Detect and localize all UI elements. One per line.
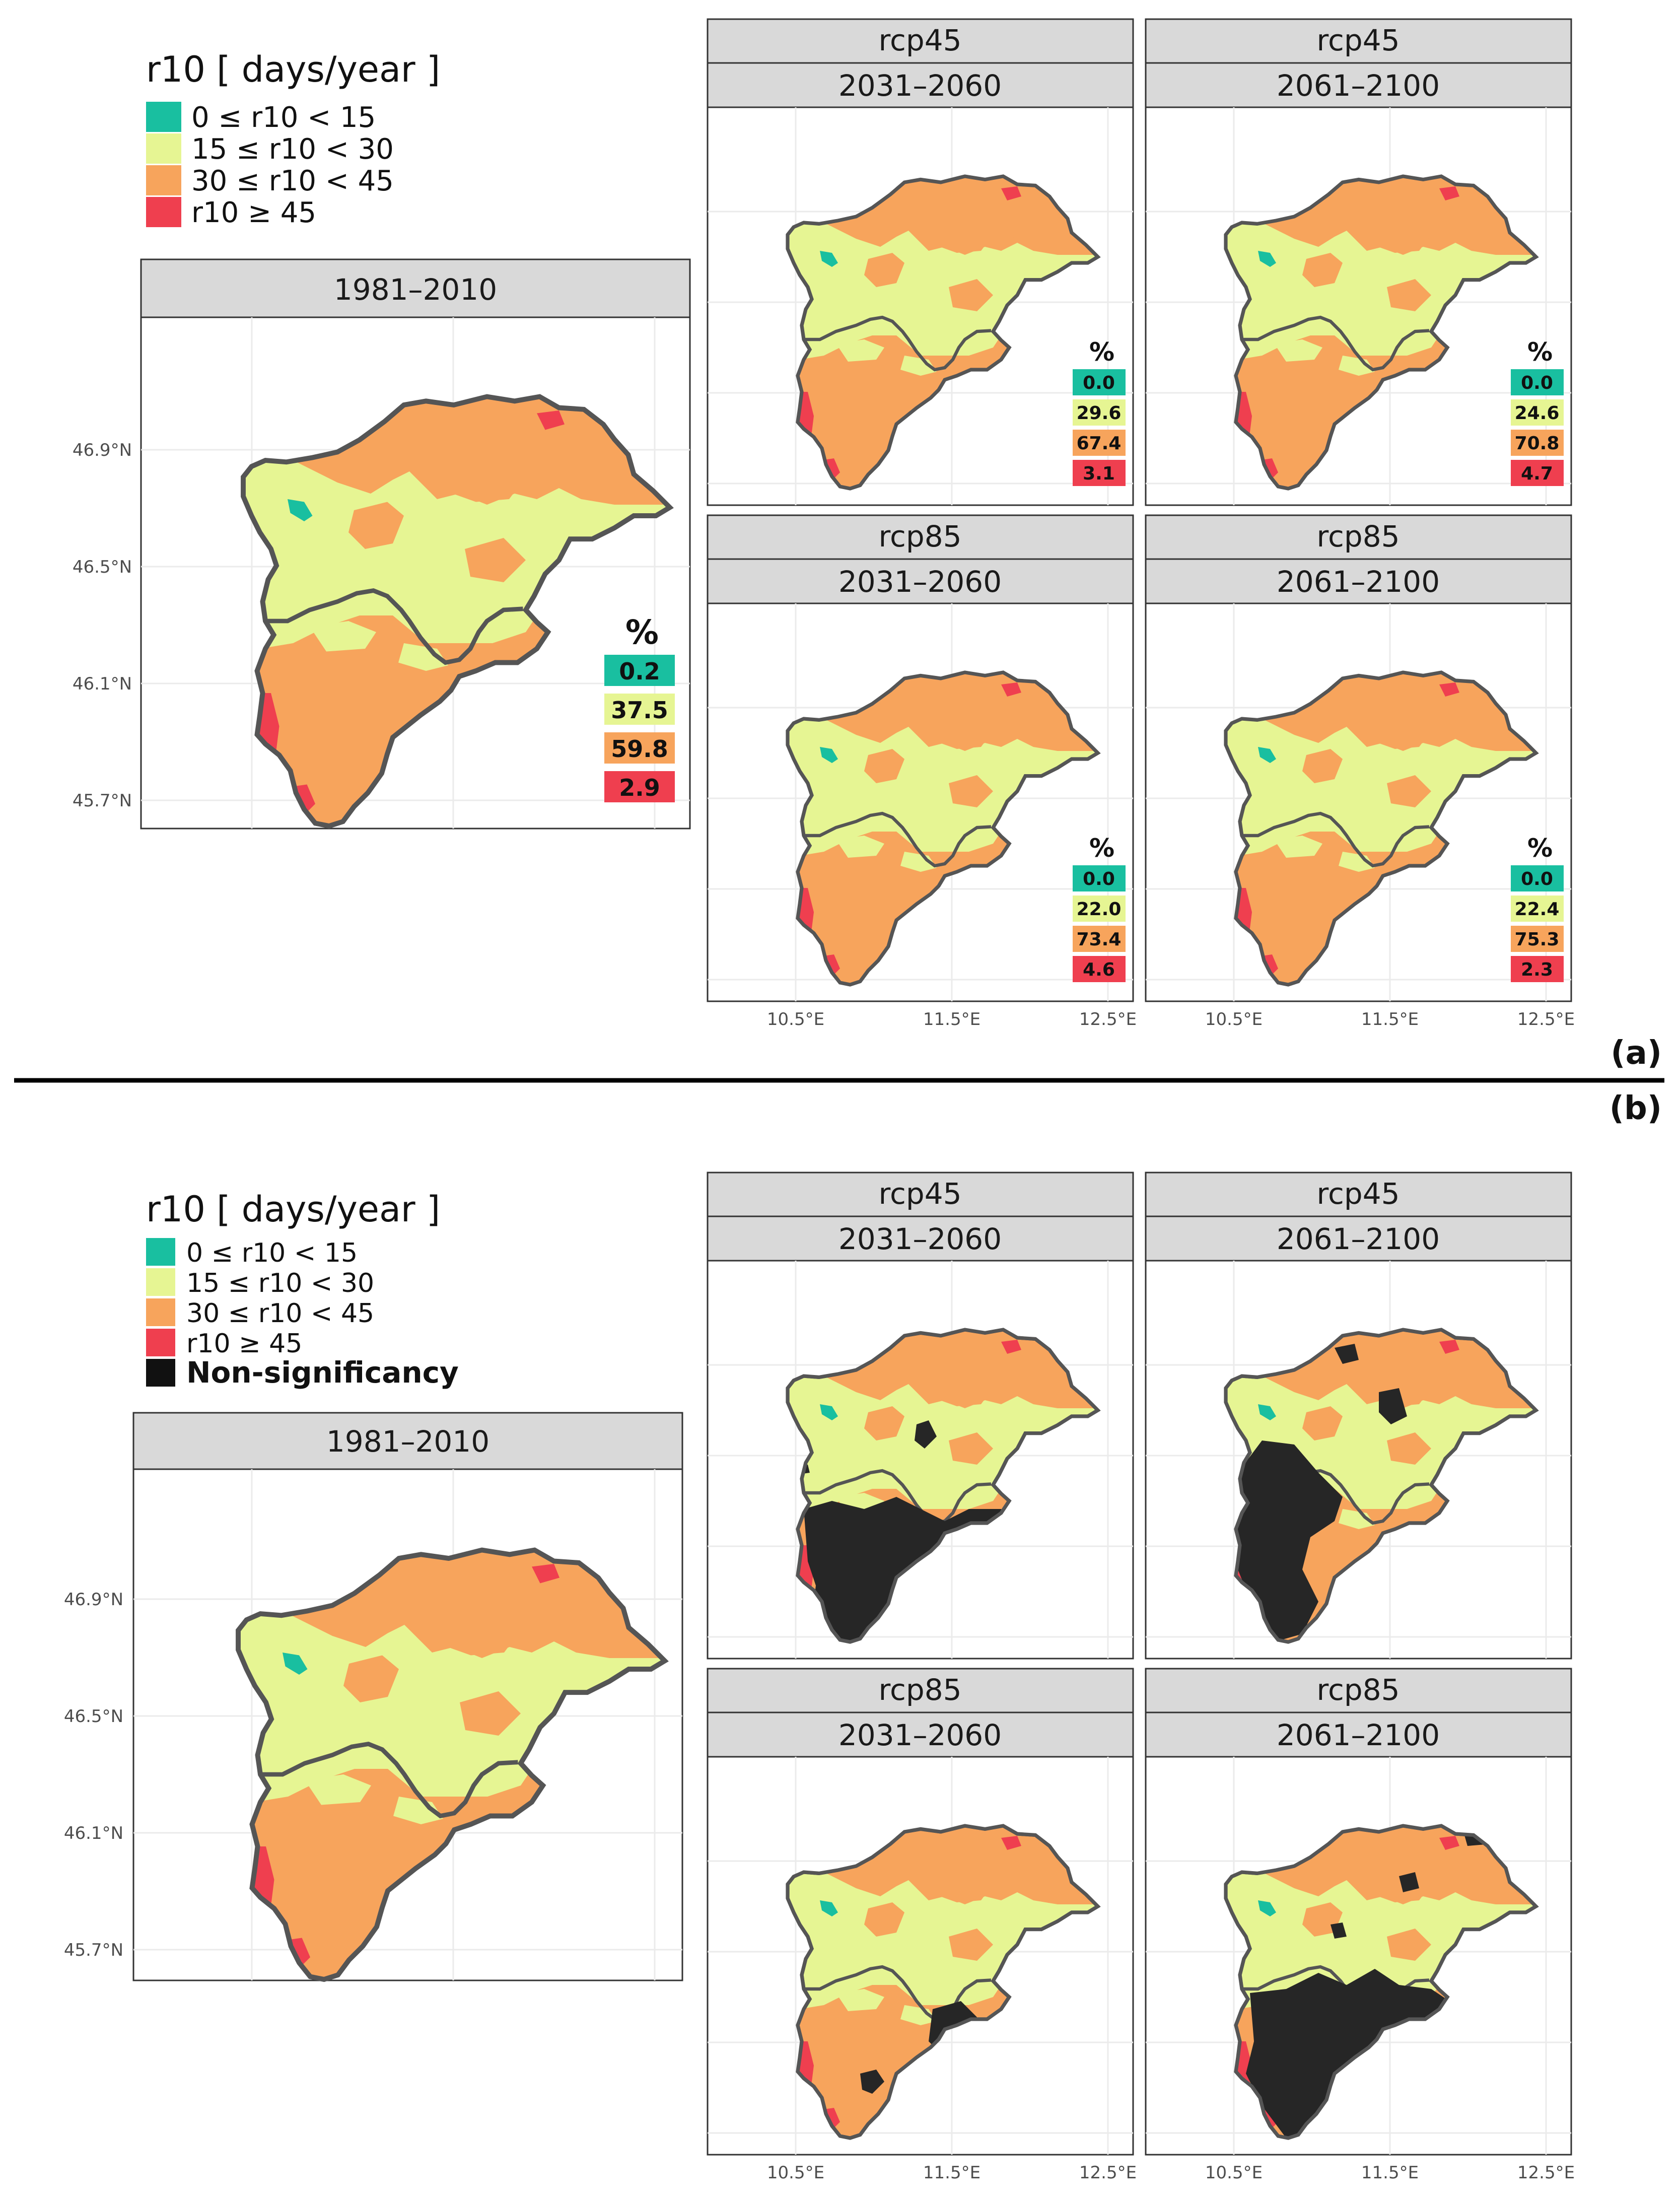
legend-label-2: 15 ≤ r10 < 30 (186, 1268, 374, 1298)
panel-scenario: rcp45 (1316, 1177, 1399, 1211)
percent-box: % 0.0 24.6 70.8 4.7 (1511, 337, 1564, 486)
lon-tick-2: 11.5°E (1361, 1009, 1419, 1029)
section-label-b: (b) (1609, 1090, 1662, 1127)
panel-scenario: rcp85 (878, 519, 961, 554)
panel-scenario: rcp85 (1316, 519, 1399, 554)
percent-box: % 0.2 37.5 59.8 2.9 (604, 613, 675, 802)
percent-value-4: 3.1 (1083, 463, 1115, 484)
percent-box: % 0.0 22.0 73.4 4.6 (1073, 834, 1126, 982)
panel-period: 2031–2060 (838, 565, 1002, 599)
panel-strip (140, 258, 691, 318)
percent-value-2: 37.5 (611, 697, 668, 724)
panel-period: 2031–2060 (838, 1222, 1002, 1256)
percent-value-4: 2.3 (1521, 959, 1553, 980)
legend-label-1: 0 ≤ r10 < 15 (191, 101, 376, 134)
lat-tick-1: 46.9°N (73, 440, 132, 460)
lon-tick-1: 10.5°E (1205, 2163, 1263, 2183)
panel-a-rcp85-2031-2060: rcp85 2031–2060 % 0.0 22.0 73.4 4.6 10.5… (707, 514, 1137, 1029)
percent-box: % 0.0 29.6 67.4 3.1 (1073, 337, 1126, 486)
legend-label-3: 30 ≤ r10 < 45 (186, 1298, 374, 1329)
percent-value-1: 0.0 (1521, 373, 1553, 393)
panel-b-rcp85-2031-2060: rcp85 2031–2060 10.5°E 11.5°E 12.5°E (707, 1668, 1137, 2183)
panel-scenario: rcp45 (1316, 23, 1399, 57)
legend-swatch-3 (146, 165, 181, 195)
panel-b-rcp45-2031-2060: rcp45 2031–2060 (707, 1172, 1134, 1660)
panel-scenario: rcp85 (1316, 1673, 1399, 1707)
lat-tick-2: 46.5°N (64, 1706, 123, 1727)
percent-title: % (625, 613, 659, 652)
lon-tick-2: 11.5°E (923, 2163, 981, 2183)
panel-a-rcp45-2061-2100: rcp45 2061–2100 % 0.0 24.6 70.8 4.7 (1145, 18, 1572, 506)
panel-period: 2061–2100 (1277, 1222, 1440, 1256)
percent-title: % (1089, 337, 1114, 367)
lat-tick-3: 46.1°N (64, 1823, 123, 1843)
panel-a-1981-2010: 1981–2010 46.9°N 46.5°N 46.1°N 45.7°N % … (73, 258, 691, 837)
lon-tick-2: 11.5°E (1361, 2163, 1419, 2183)
panel-a-rcp45-2031-2060: rcp45 2031–2060 % 0.0 29.6 67.4 3.1 (707, 18, 1134, 506)
percent-value-2: 24.6 (1515, 403, 1560, 424)
percent-value-4: 4.6 (1083, 959, 1115, 980)
lat-tick-3: 46.1°N (73, 674, 132, 694)
lon-tick-1: 10.5°E (767, 1009, 824, 1029)
legend-title: r10 [ days/year ] (146, 1189, 440, 1230)
lon-tick-3: 12.5°E (1079, 1009, 1137, 1029)
panel-b-1981-2010: 1981–2010 46.9°N 46.5°N 46.1°N 45.7°N (64, 1412, 683, 1990)
panel-a-rcp85-2061-2100: rcp85 2061–2100 % 0.0 22.4 75.3 2.3 10.5… (1145, 514, 1575, 1029)
legend-label-2: 15 ≤ r10 < 30 (191, 133, 394, 166)
percent-title: % (1089, 834, 1114, 863)
percent-title: % (1527, 337, 1553, 367)
percent-box: % 0.0 22.4 75.3 2.3 (1511, 834, 1564, 982)
legend-label-3: 30 ≤ r10 < 45 (191, 165, 394, 197)
panel-period: 2031–2060 (838, 1718, 1002, 1752)
percent-value-2: 22.4 (1515, 899, 1560, 920)
percent-value-4: 4.7 (1521, 463, 1553, 484)
lat-tick-1: 46.9°N (64, 1590, 123, 1610)
panel-period: 2061–2100 (1277, 68, 1440, 103)
lon-tick-1: 10.5°E (767, 2163, 824, 2183)
legend-swatch-1 (146, 102, 181, 132)
panel-scenario: rcp85 (878, 1673, 961, 1707)
percent-value-1: 0.2 (619, 658, 660, 685)
panel-period: 1981–2010 (326, 1424, 489, 1459)
panel-period: 2061–2100 (1277, 1718, 1440, 1752)
panel-period: 2031–2060 (838, 68, 1002, 103)
lat-tick-4: 45.7°N (64, 1940, 123, 1960)
percent-value-1: 0.0 (1521, 869, 1553, 889)
legend-label-4: r10 ≥ 45 (191, 196, 316, 229)
lon-tick-3: 12.5°E (1517, 1009, 1575, 1029)
lon-tick-3: 12.5°E (1079, 2163, 1137, 2183)
legend-label-nonsig: Non-significancy (186, 1355, 459, 1390)
panel-b-rcp85-2061-2100: rcp85 2061–2100 10.5°E 11.5°E 12.5°E (1145, 1668, 1575, 2183)
lon-tick-3: 12.5°E (1517, 2163, 1575, 2183)
panel-period: 2061–2100 (1277, 565, 1440, 599)
section-label-a: (a) (1611, 1035, 1662, 1072)
legend-title: r10 [ days/year ] (146, 49, 440, 90)
percent-value-1: 0.0 (1083, 869, 1115, 889)
panel-scenario: rcp45 (878, 23, 961, 57)
panel-period: 1981–2010 (334, 272, 497, 307)
legend-swatch-2 (146, 133, 181, 164)
percent-value-2: 22.0 (1077, 899, 1122, 920)
lat-tick-4: 45.7°N (73, 791, 132, 811)
percent-value-2: 29.6 (1077, 403, 1122, 424)
lon-tick-2: 11.5°E (923, 1009, 981, 1029)
legend-label-4: r10 ≥ 45 (186, 1329, 302, 1359)
panel-scenario: rcp45 (878, 1177, 961, 1211)
percent-title: % (1527, 834, 1553, 863)
panel-b-rcp45-2061-2100: rcp45 2061–2100 (1145, 1172, 1572, 1660)
percent-value-1: 0.0 (1083, 373, 1115, 393)
percent-value-3: 75.3 (1515, 929, 1560, 950)
percent-value-3: 59.8 (611, 735, 668, 763)
legend-b: r10 [ days/year ] 0 ≤ r10 < 15 15 ≤ r10 … (146, 1189, 459, 1390)
percent-value-4: 2.9 (619, 774, 660, 801)
lat-tick-2: 46.5°N (73, 557, 132, 577)
percent-value-3: 73.4 (1077, 929, 1122, 950)
percent-value-3: 67.4 (1077, 433, 1122, 454)
lon-tick-1: 10.5°E (1205, 1009, 1263, 1029)
legend-a: r10 [ days/year ] 0 ≤ r10 < 15 15 ≤ r10 … (146, 49, 440, 229)
legend-swatch-4 (146, 197, 181, 227)
legend-label-1: 0 ≤ r10 < 15 (186, 1238, 358, 1268)
percent-value-3: 70.8 (1515, 433, 1560, 454)
